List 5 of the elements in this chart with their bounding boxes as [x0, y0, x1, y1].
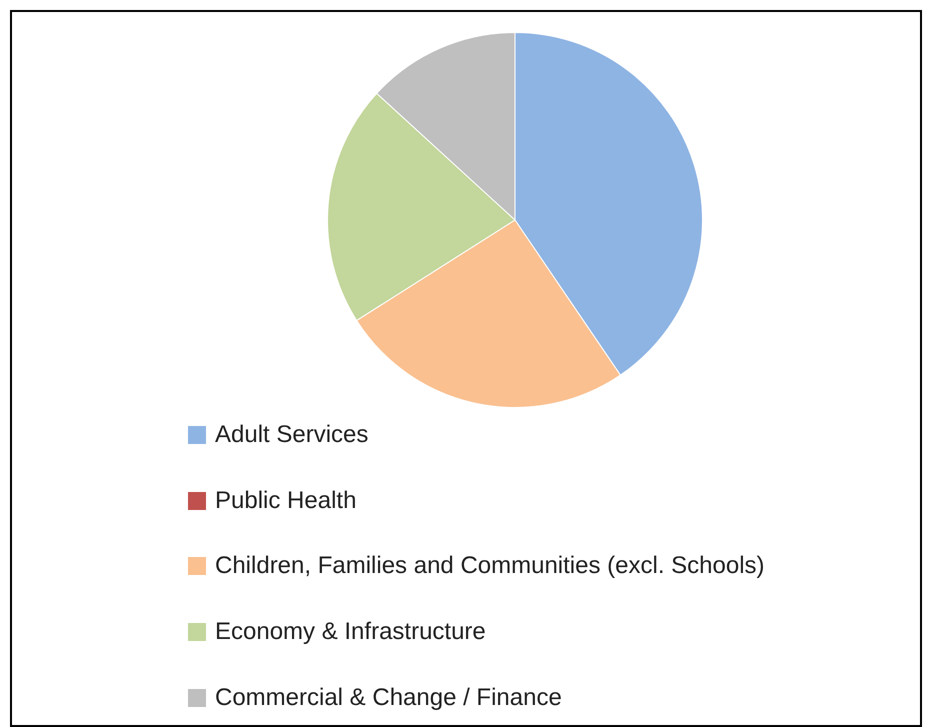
- legend-label: Public Health: [215, 486, 356, 515]
- legend-label: Children, Families and Communities (excl. Schools): [215, 552, 765, 580]
- legend-label: Adult Services: [215, 420, 368, 449]
- legend-label: Commercial & Change / Finance: [215, 684, 562, 712]
- legend-label: Economy & Infrastructure: [215, 618, 486, 646]
